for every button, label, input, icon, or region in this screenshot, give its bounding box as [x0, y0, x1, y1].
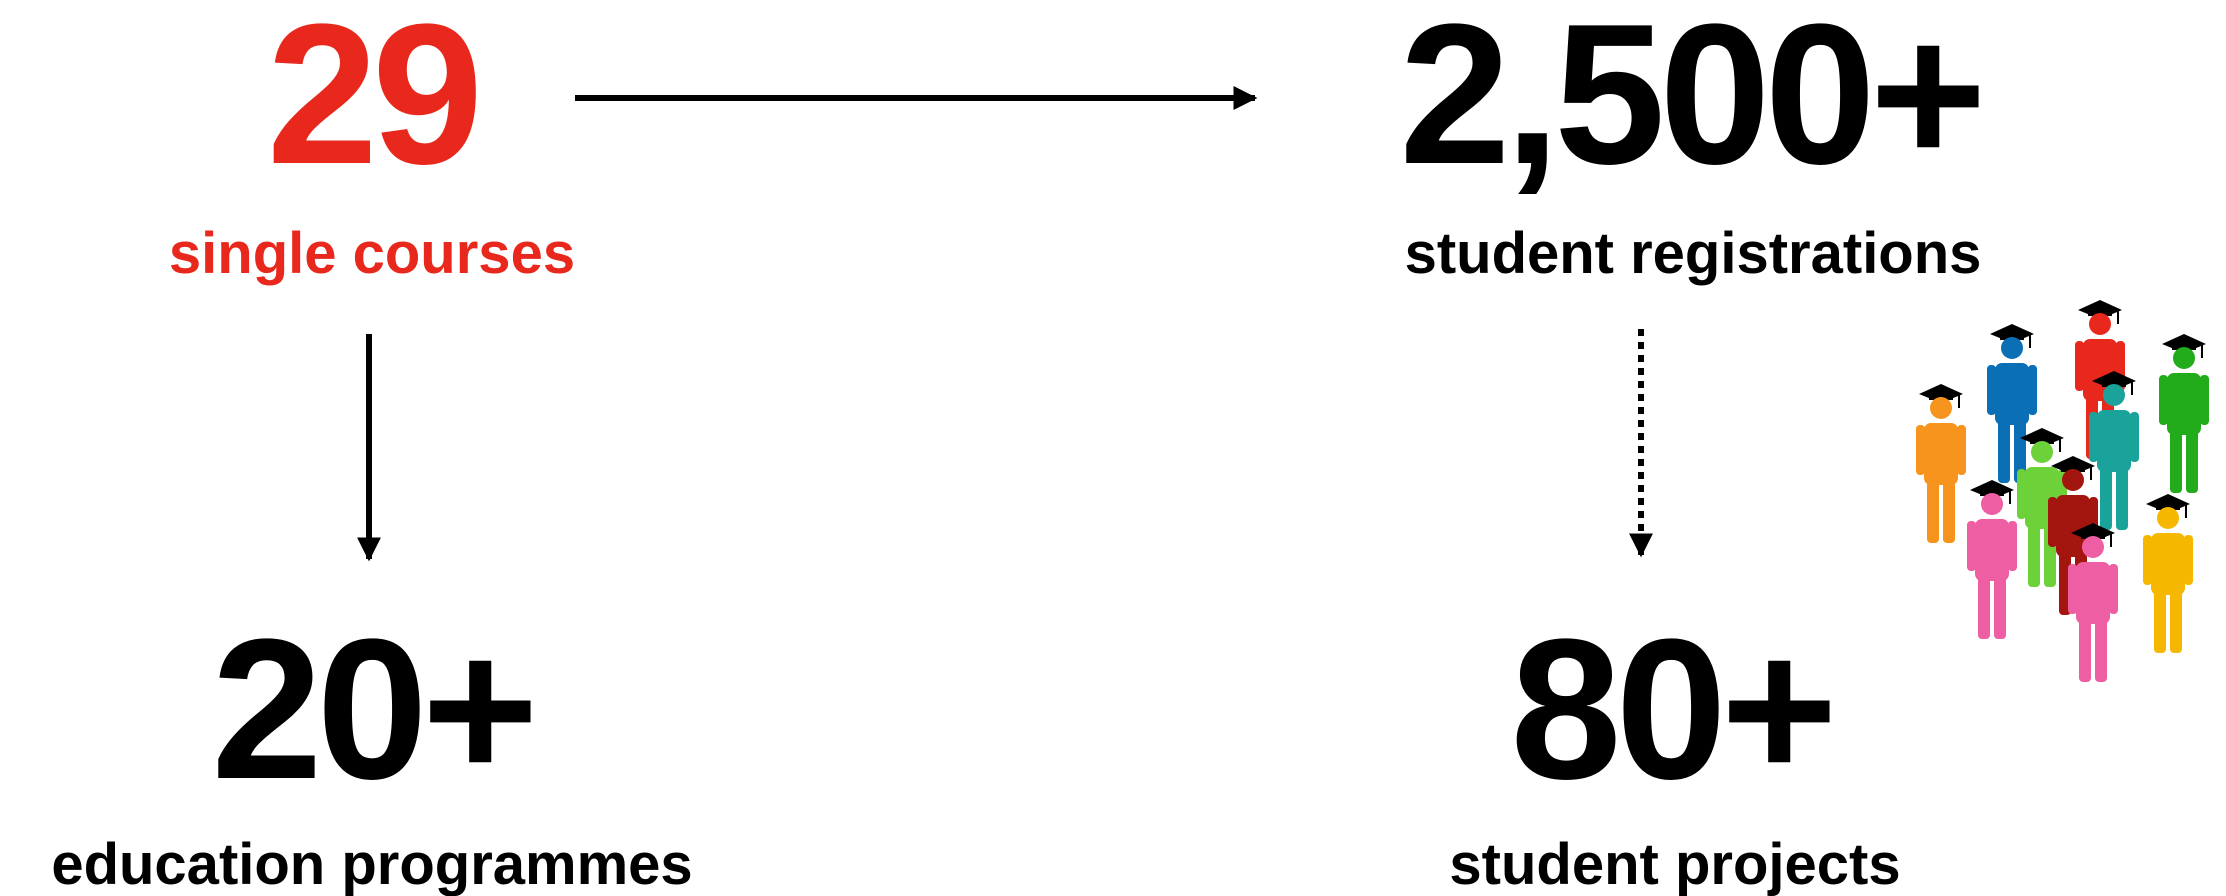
stat-label: student registrations [1405, 221, 1982, 286]
student-icon [1986, 323, 2038, 484]
stat-label: education programmes [51, 832, 692, 896]
student-icon [1966, 479, 2018, 640]
student-icon [2142, 493, 2194, 654]
stat-number: 29 [267, 0, 477, 206]
students-illustration [1915, 299, 2210, 683]
stat-number: 2,500+ [1399, 0, 1980, 206]
stat-number: 80+ [1510, 598, 1831, 821]
student-icon [2158, 333, 2210, 494]
stat-label: single courses [169, 221, 575, 286]
stat-label: student projects [1449, 832, 1900, 896]
student-icon [1915, 383, 1967, 544]
stat-number: 20+ [211, 598, 532, 821]
